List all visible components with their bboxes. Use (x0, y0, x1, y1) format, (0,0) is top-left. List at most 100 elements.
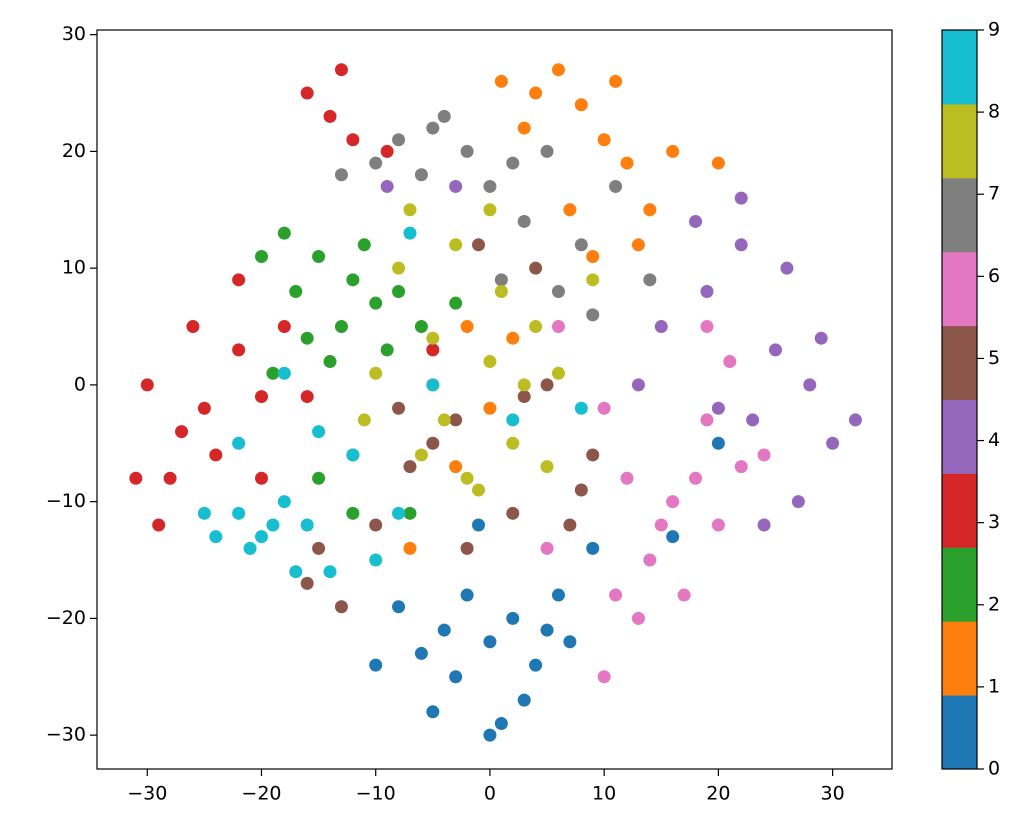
x-tick-label: 10 (592, 783, 616, 805)
point (506, 436, 520, 450)
point (312, 425, 326, 439)
point (597, 670, 611, 684)
series (254, 226, 463, 520)
point (437, 413, 451, 427)
point (334, 320, 348, 334)
point (323, 109, 337, 123)
point (426, 331, 440, 345)
point (631, 611, 645, 625)
point (369, 553, 383, 567)
point (711, 518, 725, 532)
point (654, 320, 668, 334)
point (426, 121, 440, 135)
point (380, 179, 394, 193)
point (540, 460, 554, 474)
colorbar-swatch (942, 325, 977, 400)
point (414, 646, 428, 660)
point (403, 226, 417, 240)
point (631, 378, 645, 392)
point (460, 588, 474, 602)
colorbar-tick-label: 7 (988, 183, 1000, 205)
x-tick-label: −20 (241, 783, 281, 805)
point (574, 98, 588, 112)
point (346, 133, 360, 147)
point (334, 63, 348, 77)
point (529, 320, 543, 334)
point (403, 506, 417, 520)
point (369, 658, 383, 672)
point (609, 179, 623, 193)
point (449, 413, 463, 427)
point (472, 483, 486, 497)
point (586, 249, 600, 263)
colorbar-tick-label: 4 (988, 429, 1000, 451)
x-tick-label: −10 (356, 783, 396, 805)
series (369, 436, 725, 742)
point (300, 86, 314, 100)
point (403, 460, 417, 474)
colorbar-swatch (942, 399, 977, 474)
point (506, 611, 520, 625)
point (791, 495, 805, 509)
point (506, 413, 520, 427)
series (197, 226, 588, 579)
point (574, 401, 588, 415)
point (666, 495, 680, 509)
point (232, 506, 246, 520)
point (586, 448, 600, 462)
point (517, 378, 531, 392)
point (711, 401, 725, 415)
point (243, 541, 257, 555)
point (472, 518, 486, 532)
point (506, 156, 520, 170)
point (346, 273, 360, 287)
point (449, 179, 463, 193)
point (300, 576, 314, 590)
point (392, 401, 406, 415)
y-tick-label: 20 (62, 140, 86, 162)
colorbar-swatch (942, 30, 977, 105)
point (551, 588, 565, 602)
point (483, 401, 497, 415)
point (323, 355, 337, 369)
colorbar-frame (941, 29, 978, 770)
point (826, 436, 840, 450)
point (517, 693, 531, 707)
point (654, 518, 668, 532)
point (437, 109, 451, 123)
point (163, 471, 177, 485)
point (334, 600, 348, 614)
point (254, 530, 268, 544)
point (449, 238, 463, 252)
series (357, 203, 600, 497)
point (494, 273, 508, 287)
point (848, 413, 862, 427)
point (300, 331, 314, 345)
point (334, 168, 348, 182)
point (277, 226, 291, 240)
point (369, 296, 383, 310)
point (757, 518, 771, 532)
colorbar-swatch (942, 695, 977, 770)
colorbar-tick-label: 5 (988, 347, 1000, 369)
point (357, 413, 371, 427)
point (369, 518, 383, 532)
point (254, 249, 268, 263)
point (620, 471, 634, 485)
point (734, 191, 748, 205)
point (460, 144, 474, 158)
y-tick-label: 10 (62, 257, 86, 279)
point (460, 471, 474, 485)
point (700, 285, 714, 299)
colorbar-tick-label: 0 (988, 758, 1000, 780)
x-tick-label: −30 (127, 783, 167, 805)
point (426, 436, 440, 450)
point (300, 390, 314, 404)
colorbar-tick-label: 1 (988, 675, 1000, 697)
point (529, 86, 543, 100)
point (620, 156, 634, 170)
point (277, 495, 291, 509)
point (643, 553, 657, 567)
point (392, 261, 406, 275)
